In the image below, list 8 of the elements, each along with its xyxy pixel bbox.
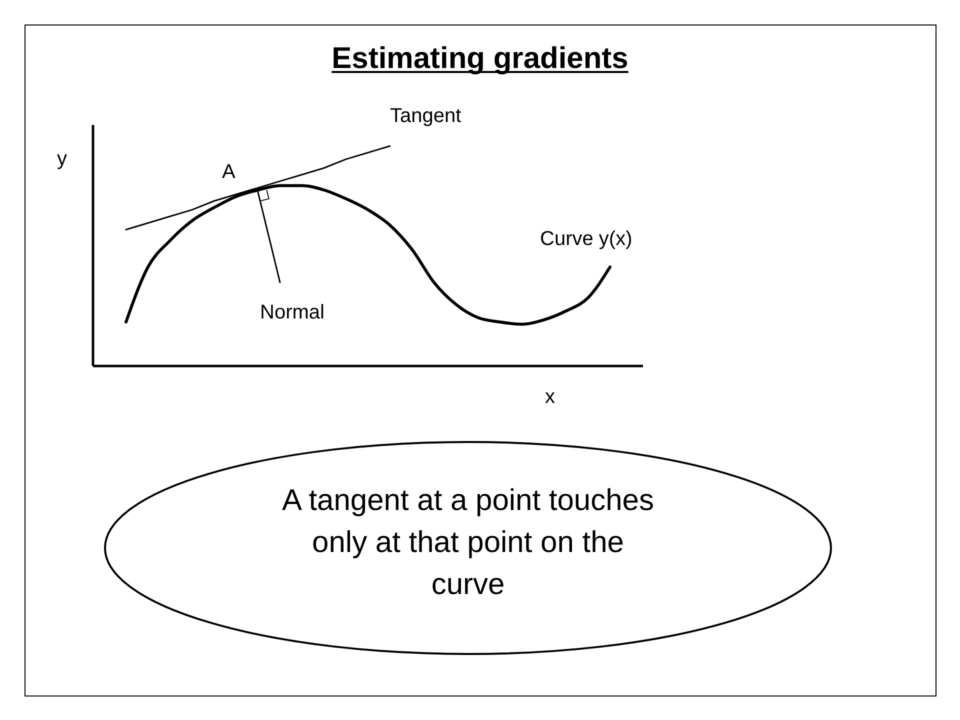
- annotation: A: [222, 161, 236, 183]
- text: A tangent at a point touches only at that point on the curve: [282, 484, 654, 601]
- series-label: Normal: [260, 301, 324, 324]
- y-axis-title: y: [57, 148, 67, 170]
- chart-title: Estimating gradients: [332, 42, 628, 75]
- x-axis-title: x: [545, 386, 555, 408]
- series-label: Tangent: [390, 105, 462, 127]
- series-label: Curve y(x): [540, 228, 632, 250]
